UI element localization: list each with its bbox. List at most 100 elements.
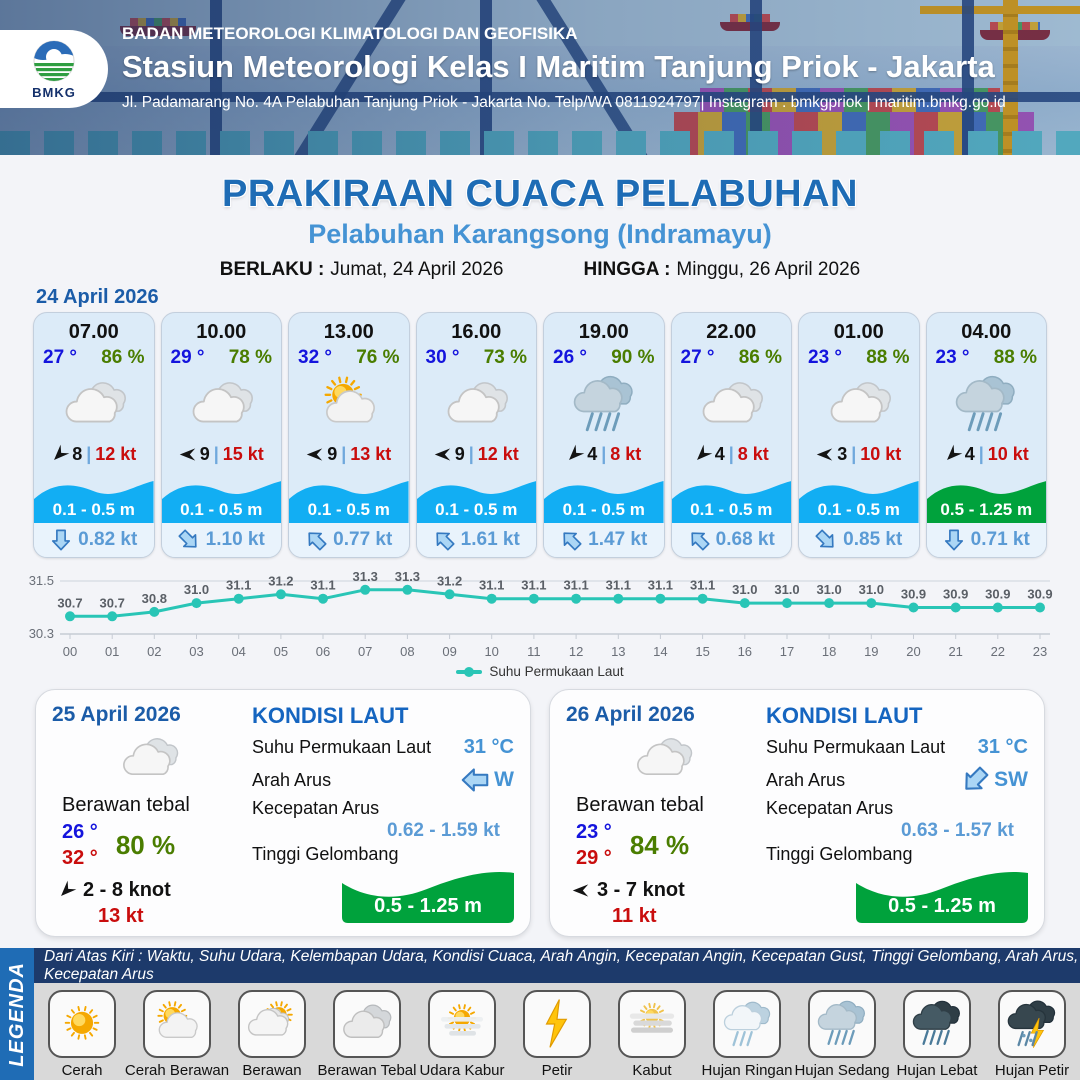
sst-label: Suhu Permukaan Laut <box>766 737 946 757</box>
wave-shape <box>34 481 154 523</box>
svg-text:30.8: 30.8 <box>142 591 167 606</box>
svg-text:31.1: 31.1 <box>521 578 546 593</box>
legend-item-label: Hujan Sedang <box>794 1062 890 1079</box>
svg-text:31.0: 31.0 <box>184 582 209 597</box>
legend-item: Hujan Ringan <box>700 990 794 1079</box>
day-wave-height-badge: 0.5 - 1.25 m <box>342 865 514 923</box>
wave-height-badge: 0.1 - 0.5 m <box>34 475 154 523</box>
current-speed: 1.61 kt <box>460 529 520 550</box>
header-banner: BMKG BADAN METEOROLOGI KLIMATOLOGI DAN G… <box>0 0 1080 155</box>
bmkg-logo: BMKG <box>0 30 108 108</box>
wind-direction-icon <box>940 442 964 466</box>
divider: | <box>978 443 984 464</box>
wave-height-value: 0.1 - 0.5 m <box>180 500 263 519</box>
current-direction-icon <box>943 529 965 551</box>
daily-forecast-row: 25 April 2026 Berawan tebal 26 ° 32 ° 80… <box>0 689 1080 937</box>
divider: | <box>601 443 607 464</box>
card-time: 10.00 <box>196 321 247 343</box>
card-humidity: 86 % <box>101 347 145 368</box>
legend-item-icon <box>48 990 116 1058</box>
day-temp-max: 29 ° <box>576 847 612 869</box>
day-humidity: 80 % <box>115 829 176 860</box>
svg-text:14: 14 <box>653 644 667 659</box>
current-direction-icon <box>301 524 332 555</box>
gust-speed: 10 kt <box>860 443 902 464</box>
wind-speed: 9 <box>327 443 338 464</box>
svg-text:30.9: 30.9 <box>1027 587 1052 602</box>
current-speed: 1.10 kt <box>205 529 265 550</box>
svg-text:31.1: 31.1 <box>310 578 335 593</box>
svg-text:16: 16 <box>738 644 752 659</box>
legend-item-icon <box>523 990 591 1058</box>
page-title: PRAKIRAAN CUACA PELABUHAN <box>222 173 858 215</box>
legend-title-strip: LEGENDA <box>0 948 34 1080</box>
day-weather-icon <box>52 727 246 791</box>
wave-shape <box>161 481 281 523</box>
wave-height-value: 0.1 - 0.5 m <box>690 500 773 519</box>
weather-icon <box>34 369 154 441</box>
forecast-card: 22.00 27 ° 86 % 4 | 8 kt 0.1 - 0.5 m 0.6… <box>670 312 792 558</box>
svg-text:31.2: 31.2 <box>268 573 293 588</box>
day-date: 26 April 2026 <box>566 703 695 726</box>
svg-text:31.0: 31.0 <box>774 582 799 597</box>
card-humidity: 73 % <box>483 347 527 368</box>
forecast-card: 19.00 26 ° 90 % 4 | 8 kt 0.1 - 0.5 m 1.4… <box>543 312 665 558</box>
day-temp-min: 23 ° <box>576 821 612 843</box>
card-time: 13.00 <box>323 321 374 343</box>
sea-conditions-title: KONDISI LAUT <box>766 703 923 728</box>
day-humidity: 84 % <box>629 829 690 860</box>
day-wave-height-value: 0.5 - 1.25 m <box>374 895 482 917</box>
wave-height-badge: 0.5 - 1.25 m <box>926 475 1046 523</box>
wind-speed: 4 <box>714 443 725 464</box>
day-temp-min: 26 ° <box>62 821 98 843</box>
svg-text:22: 22 <box>991 644 1005 659</box>
svg-text:31.0: 31.0 <box>859 582 884 597</box>
svg-text:02: 02 <box>147 644 161 659</box>
wind-direction-icon <box>690 442 714 466</box>
svg-text:31.0: 31.0 <box>732 582 757 597</box>
svg-text:30.9: 30.9 <box>943 587 968 602</box>
weather-icon <box>927 369 1047 441</box>
legend-item-icon <box>998 990 1066 1058</box>
card-humidity: 88 % <box>993 347 1037 368</box>
day-card: 26 April 2026 Berawan tebal 23 ° 29 ° 84… <box>549 689 1045 937</box>
svg-text:07: 07 <box>358 644 372 659</box>
legend-item: Berawan <box>225 990 319 1079</box>
svg-text:01: 01 <box>105 644 119 659</box>
wave-height-badge: 0.1 - 0.5 m <box>161 475 281 523</box>
divider: | <box>341 443 347 464</box>
header-overlay <box>0 0 1080 155</box>
wave-height-value: 0.1 - 0.5 m <box>562 500 645 519</box>
wave-shape <box>342 871 514 923</box>
legend-item: Hujan Lebat <box>890 990 984 1079</box>
wind-speed: 9 <box>454 443 465 464</box>
svg-text:30.3: 30.3 <box>29 626 54 641</box>
divider: | <box>213 443 219 464</box>
divider: | <box>728 443 734 464</box>
current-dir-value: W <box>494 768 514 791</box>
forecast-cards-row: 07.00 27 ° 86 % 8 | 12 kt 0.1 - 0.5 m 0.… <box>0 312 1080 558</box>
legend-item-icon <box>143 990 211 1058</box>
day-wind-direction-icon <box>54 878 78 902</box>
svg-text:21: 21 <box>948 644 962 659</box>
wind-direction-icon <box>179 446 196 463</box>
current-speed: 0.71 kt <box>970 529 1030 550</box>
current-dir-label: Arah Arus <box>252 769 332 790</box>
current-direction-icon <box>428 524 459 555</box>
card-humidity: 90 % <box>611 347 655 368</box>
svg-text:13: 13 <box>611 644 625 659</box>
wave-height-badge: 0.1 - 0.5 m <box>544 475 664 523</box>
forecast-card: 10.00 29 ° 78 % 9 | 15 kt 0.1 - 0.5 m 1.… <box>160 312 282 558</box>
wind-direction-icon <box>563 442 587 466</box>
wave-shape <box>799 481 919 523</box>
sst-chart-section: 31.5 30.3 30.7 00 30.7 01 30.8 02 31.0 03 31.1 04 31… <box>0 566 1080 679</box>
legend-item-label: Hujan Petir <box>994 1062 1070 1079</box>
current-speed-value: 0.63 - 1.57 kt <box>900 820 1014 841</box>
legend-item-label: Cerah <box>61 1062 103 1079</box>
card-humidity: 78 % <box>228 347 272 368</box>
current-speed-value: 0.62 - 1.59 kt <box>386 820 500 841</box>
card-temperature: 23 ° <box>808 347 843 368</box>
forecast-card: 01.00 23 ° 88 % 3 | 10 kt 0.1 - 0.5 m 0.… <box>798 312 920 558</box>
forecast-card: 04.00 23 ° 88 % 4 | 10 kt 0.5 - 1.25 m 0… <box>925 312 1047 558</box>
current-speed-label: Kecepatan Arus <box>252 798 380 818</box>
